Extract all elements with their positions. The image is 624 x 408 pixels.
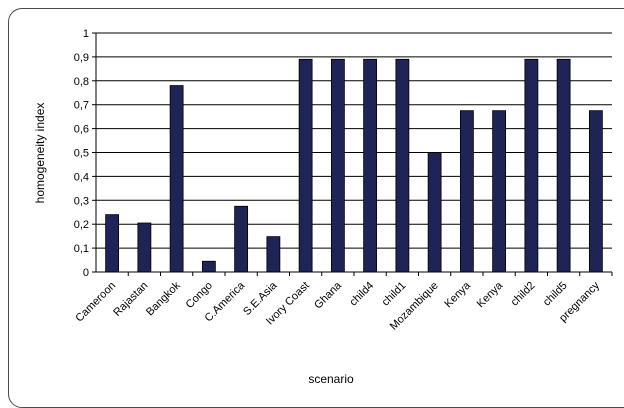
bar [363,58,378,273]
y-tick-label: 0,6 [74,124,89,136]
bar [588,110,603,273]
x-tick-label: Kenya [442,279,473,310]
x-tick-label: child1 [380,280,409,309]
bar [492,110,507,273]
x-tick-label: Rajastan [111,280,150,319]
x-tick-label: Congo [184,280,215,311]
bar [169,85,184,273]
bar [556,58,571,273]
x-tick-label: Cameroon [73,280,118,325]
bar-layer [105,58,603,273]
x-tick-label: child2 [509,280,538,309]
bar [330,58,345,273]
axis-layer [92,32,613,276]
bar [459,110,474,273]
bar [234,205,249,273]
bar [298,58,313,273]
y-axis-title: homogeneity index [33,103,47,204]
y-tick-label: 0,7 [74,100,89,112]
bar [427,152,442,273]
y-tick-label: 0,4 [74,171,89,183]
y-tick-label: 1 [83,28,89,40]
bar [137,222,152,273]
y-tick-label: 0,2 [74,219,89,231]
bar-chart: 0 0,1 0,2 0,3 0,4 0,5 0,6 0,7 0,8 0,9 1 CameroonRaj… [33,28,613,386]
bar [105,214,120,273]
y-tick-label: 0,1 [74,243,89,255]
x-tick-label: Kenya [475,279,506,310]
y-tick-label: 0 [83,267,89,279]
bar [266,236,281,273]
y-tick-label: 0,9 [74,52,89,64]
bar [395,58,410,273]
x-axis-title: scenario [308,372,354,386]
x-tick-label: Ghana [312,279,344,311]
x-tick-label: child5 [541,280,570,309]
x-tick-label: child4 [347,280,376,309]
y-tick-label: 0,3 [74,195,89,207]
bar [201,260,216,273]
y-tick-label: 0,5 [74,148,89,160]
bar [524,58,539,273]
y-tick-label: 0,8 [74,76,89,88]
x-tick-label: Bangkok [144,279,183,318]
